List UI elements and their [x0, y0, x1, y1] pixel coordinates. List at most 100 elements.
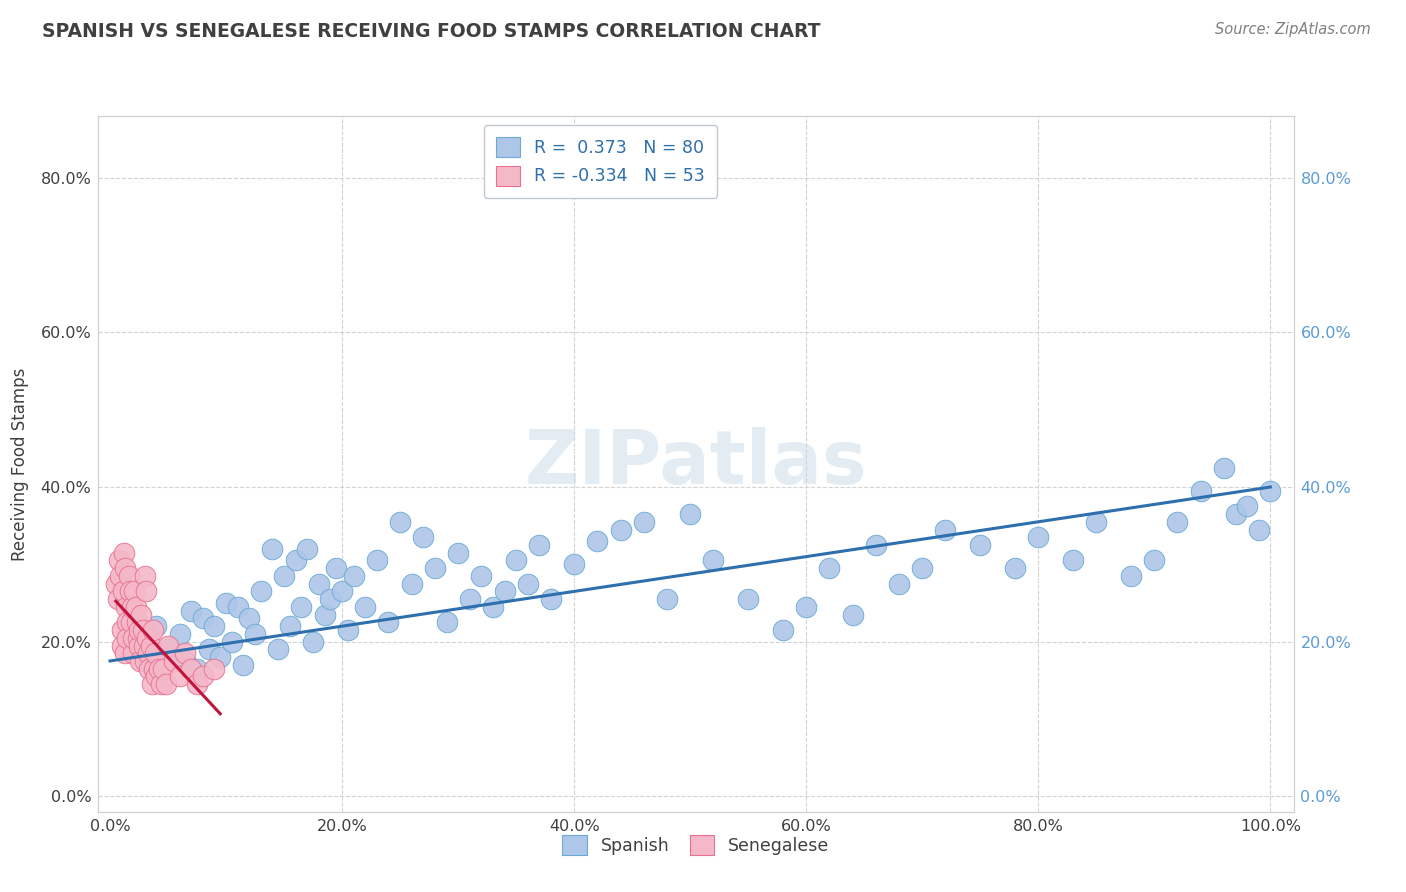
Point	[325, 561, 347, 575]
Point	[1026, 530, 1049, 544]
Point	[209, 650, 232, 665]
Point	[215, 596, 238, 610]
Point	[586, 534, 609, 549]
Point	[111, 639, 134, 653]
Point	[204, 662, 226, 676]
Point	[1166, 515, 1188, 529]
Point	[128, 639, 150, 653]
Point	[111, 623, 134, 637]
Point	[336, 623, 359, 637]
Point	[447, 546, 470, 560]
Point	[655, 592, 678, 607]
Point	[180, 662, 202, 676]
Point	[1189, 483, 1212, 498]
Point	[135, 584, 157, 599]
Point	[308, 576, 330, 591]
Point	[934, 523, 956, 537]
Point	[128, 646, 150, 660]
Point	[107, 592, 129, 607]
Point	[122, 631, 145, 645]
Point	[1062, 553, 1084, 567]
Point	[702, 553, 724, 567]
Point	[562, 558, 585, 572]
Point	[115, 599, 138, 614]
Point	[169, 627, 191, 641]
Point	[132, 639, 155, 653]
Point	[180, 604, 202, 618]
Legend: Spanish, Senegalese: Spanish, Senegalese	[555, 829, 837, 863]
Point	[1085, 515, 1108, 529]
Point	[117, 615, 139, 630]
Point	[139, 639, 162, 653]
Point	[152, 662, 174, 676]
Text: SPANISH VS SENEGALESE RECEIVING FOOD STAMPS CORRELATION CHART: SPANISH VS SENEGALESE RECEIVING FOOD STA…	[42, 22, 821, 41]
Point	[273, 569, 295, 583]
Point	[125, 615, 148, 630]
Point	[197, 642, 219, 657]
Point	[343, 569, 366, 583]
Point	[117, 631, 139, 645]
Point	[148, 662, 170, 676]
Point	[136, 646, 159, 660]
Point	[314, 607, 336, 622]
Point	[1004, 561, 1026, 575]
Point	[794, 599, 817, 614]
Text: ZIPatlas: ZIPatlas	[524, 427, 868, 500]
Point	[1247, 523, 1270, 537]
Point	[174, 646, 197, 660]
Point	[436, 615, 458, 630]
Point	[150, 677, 173, 691]
Point	[131, 623, 153, 637]
Point	[1119, 569, 1142, 583]
Point	[401, 576, 423, 591]
Point	[516, 576, 538, 591]
Point	[319, 592, 342, 607]
Point	[290, 599, 312, 614]
Point	[163, 654, 186, 668]
Point	[155, 677, 177, 691]
Point	[772, 623, 794, 637]
Point	[284, 553, 307, 567]
Point	[887, 576, 910, 591]
Point	[470, 569, 492, 583]
Point	[865, 538, 887, 552]
Point	[143, 662, 166, 676]
Point	[737, 592, 759, 607]
Point	[124, 599, 146, 614]
Point	[104, 576, 127, 591]
Point	[412, 530, 434, 544]
Point	[191, 669, 214, 683]
Point	[191, 611, 214, 625]
Point	[131, 607, 153, 622]
Point	[134, 654, 156, 668]
Point	[633, 515, 655, 529]
Point	[458, 592, 481, 607]
Point	[226, 599, 249, 614]
Point	[366, 553, 388, 567]
Point	[232, 657, 254, 672]
Point	[297, 541, 319, 556]
Point	[330, 584, 353, 599]
Point	[1258, 483, 1281, 498]
Point	[482, 599, 505, 614]
Point	[157, 639, 180, 653]
Point	[679, 507, 702, 521]
Point	[129, 654, 152, 668]
Point	[609, 523, 631, 537]
Point	[354, 599, 377, 614]
Point	[1143, 553, 1166, 567]
Point	[377, 615, 399, 630]
Point	[174, 654, 197, 668]
Point	[143, 646, 166, 660]
Point	[157, 642, 180, 657]
Point	[529, 538, 551, 552]
Point	[112, 546, 135, 560]
Point	[186, 677, 208, 691]
Point	[114, 561, 136, 575]
Point	[120, 615, 142, 630]
Point	[1212, 460, 1234, 475]
Point	[818, 561, 841, 575]
Point	[911, 561, 934, 575]
Point	[841, 607, 863, 622]
Point	[221, 634, 243, 648]
